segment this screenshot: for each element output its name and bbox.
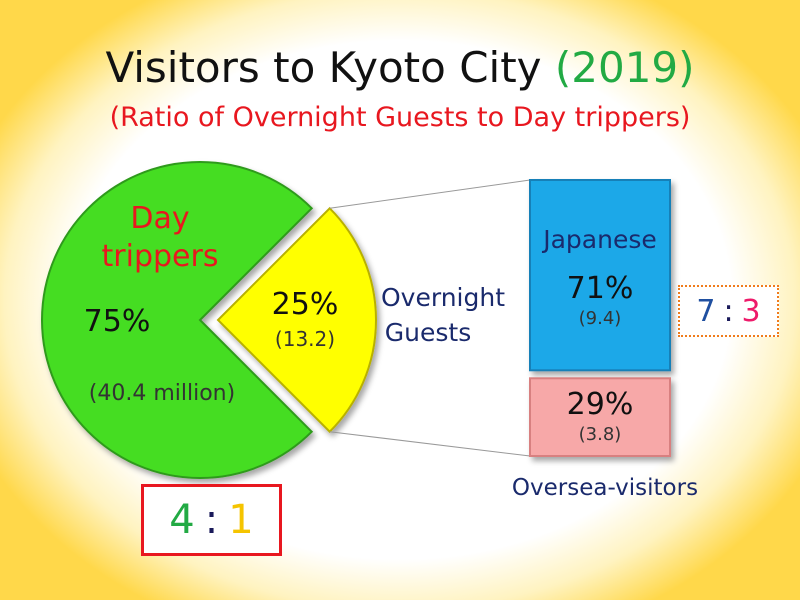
title-text: Visitors to Kyoto City [105,43,542,92]
label-japanese-name: Japanese [541,225,657,254]
side-ratio-second: 3 [741,293,761,329]
label-oversea-value: (3.8) [579,424,622,445]
label-japanese-value: (9.4) [579,308,622,329]
label-oversea-percent: 29% [567,387,634,422]
label-day-trippers-percent: 75% [84,304,151,339]
label-day-trippers-line1: Day [130,201,189,236]
label-oversea-visitors-name: Oversea-visitors [512,475,698,501]
side-ratio-first: 7 [696,293,716,329]
label-japanese-percent: 71% [567,271,634,306]
bar-segment-japanese [529,179,671,372]
bar-segment-oversea-visitors [529,377,671,457]
label-day-trippers-line2: trippers [102,239,219,274]
pie-slice-day-trippers [41,161,314,479]
ratio-box-day-overnight: 4 : 1 [141,484,282,556]
label-overnight-percent: 25% [272,287,339,322]
label-overnight-guests-line2: Guests [385,318,471,347]
side-ratio-separator: : [723,293,734,329]
connector-line-bottom [329,431,531,457]
chart-subtitle: (Ratio of Overnight Guests to Day trippe… [109,102,691,133]
pie-slice-overnight [216,206,377,434]
ratio-first: 4 [169,497,195,543]
label-overnight-guests-line1: Overnight [381,283,505,312]
connector-line-top [329,179,531,209]
label-day-trippers-value: (40.4 million) [89,381,235,406]
ratio-box-japanese-overseas: 7 : 3 [678,285,779,337]
ratio-second: 1 [228,497,254,543]
chart-title: Visitors to Kyoto City (2019) [0,42,800,94]
title-year: (2019) [554,43,695,92]
ratio-separator: : [204,497,219,543]
label-overnight-value: (13.2) [275,327,335,351]
